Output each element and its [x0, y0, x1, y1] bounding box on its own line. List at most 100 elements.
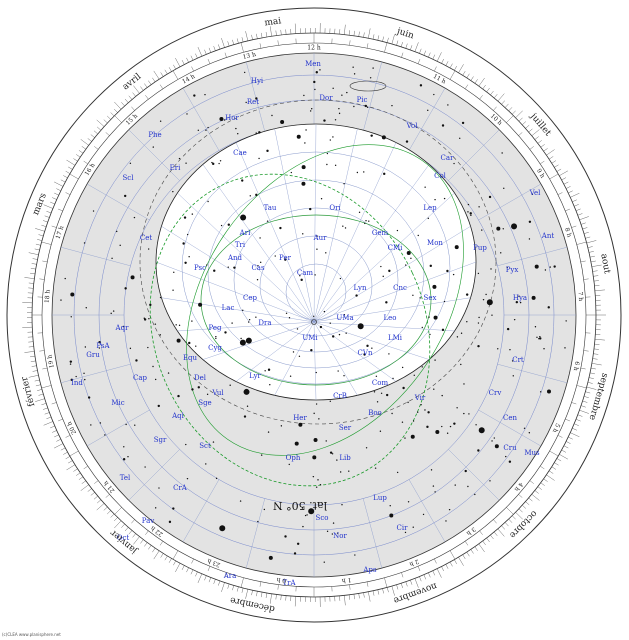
constellation-label: CrB	[333, 392, 347, 400]
latitude-label: lat. 50° N	[273, 499, 327, 512]
constellation-label: Psc	[194, 264, 206, 272]
constellation-label: Car	[441, 154, 455, 162]
stars	[60, 66, 567, 563]
constellation-label: Hya	[513, 294, 527, 302]
constellation-label: Men	[305, 60, 321, 68]
constellation-label: And	[227, 254, 243, 262]
constellation-label: Ori	[329, 204, 341, 212]
constellation-label: Equ	[183, 354, 198, 362]
constellation-label: Lac	[222, 304, 235, 312]
hour-label: 1 h	[341, 576, 352, 584]
constellation-label: Ari	[239, 229, 251, 237]
constellation-label: Oct	[117, 534, 130, 542]
galactic-line	[186, 144, 464, 456]
hour-label: 5 h	[551, 422, 561, 434]
constellation-label: Cet	[140, 234, 152, 242]
constellation-label: Cen	[503, 414, 517, 422]
constellation-label: Lib	[339, 454, 351, 462]
constellation-label: Mic	[111, 399, 124, 407]
constellation-label: Lyr	[249, 372, 261, 380]
constellation-label: Peg	[208, 324, 222, 332]
constellation-label: Aqr	[115, 324, 130, 332]
constellation-label: Her	[293, 414, 307, 422]
constellation-label: Eri	[170, 164, 181, 172]
hour-label: 18 h	[44, 289, 52, 303]
scale-ticks	[22, 23, 606, 607]
coordinate-grid	[52, 53, 576, 577]
constellation-label: Tau	[264, 204, 277, 212]
constellation-label: Cnc	[393, 284, 407, 292]
horizon-dashed	[139, 99, 497, 425]
constellation-label: Cae	[233, 149, 247, 157]
constellation-label: CrA	[173, 484, 188, 492]
constellation-label: Aur	[313, 234, 328, 242]
constellation-label: PsA	[96, 342, 110, 350]
constellation-label: Col	[434, 172, 447, 180]
constellation-label: Nor	[333, 532, 347, 540]
constellation-label: Lep	[423, 204, 437, 212]
constellation-labels: Men Hyi Dor Ret Pic Hor Vol Phe Car Eri Col Cae Scl V…	[71, 60, 554, 587]
horizon-window	[155, 123, 477, 401]
hour-label: 17 h	[55, 225, 66, 240]
constellation-label: Cir	[397, 524, 409, 532]
constellation-label: LMi	[388, 334, 403, 342]
constellation-label: Cyg	[208, 344, 222, 352]
ecliptic-line	[149, 173, 431, 487]
constellation-label: UMi	[302, 334, 318, 342]
constellation-label: Aql	[171, 412, 185, 420]
constellation-label: Ara	[223, 572, 237, 580]
constellation-label: Dra	[258, 319, 271, 327]
magellanic-cloud	[349, 80, 387, 92]
constellation-label: Vel	[529, 189, 542, 197]
constellation-label: Mon	[427, 239, 443, 247]
constellation-label: Leo	[383, 314, 396, 322]
constellation-label: Ant	[541, 232, 555, 240]
constellation-label: Vol	[406, 122, 419, 130]
copyright-footer: (c)CLEA www.planisphere.net	[2, 632, 61, 637]
constellation-label: Gru	[86, 351, 100, 359]
constellation-label: Cep	[243, 294, 257, 302]
constellation-label: Sct	[199, 442, 211, 450]
hour-label: 4 h	[513, 481, 525, 493]
constellation-label: Cap	[133, 374, 148, 382]
constellation-label: Ret	[247, 98, 259, 106]
month-label: aout	[598, 253, 611, 275]
constellation-label: Phe	[148, 131, 161, 139]
constellation-label: Lyn	[354, 284, 367, 292]
hour-label: 7 h	[577, 291, 585, 301]
constellation-label: Sex	[424, 294, 437, 302]
month-label: mai	[264, 16, 282, 28]
constellation-label: Tel	[120, 474, 131, 482]
constellation-label: Ser	[339, 424, 352, 432]
constellation-label: Cru	[503, 444, 517, 452]
hour-label: 12 h	[307, 45, 321, 52]
constellation-label: Pic	[357, 96, 368, 104]
pole-marker	[311, 319, 317, 325]
constellation-label: Hyi	[251, 77, 264, 85]
constellation-label: Crt	[512, 356, 524, 364]
hour-label: 19 h	[46, 354, 55, 369]
constellation-label: Per	[279, 254, 292, 262]
constellation-label: Pyx	[506, 266, 519, 274]
constellation-label: Cas	[251, 264, 265, 272]
hour-label: 6 h	[572, 361, 581, 372]
constellation-label: CVn	[358, 349, 373, 357]
constellation-label: Del	[194, 374, 207, 382]
constellation-label: Hor	[225, 114, 239, 122]
hour-label: 23 h	[206, 557, 221, 569]
constellation-label: Lup	[373, 494, 387, 502]
constellation-label: Tri	[235, 241, 246, 249]
constellation-label: Sge	[198, 399, 211, 407]
constellation-label: CMi	[388, 244, 404, 252]
constellation-label: Crv	[489, 389, 502, 397]
constellation-label: Sgr	[154, 436, 167, 444]
hour-labels: 12 h13 h14 h15 h16 h17 h18 h19 h20 h21 h…	[44, 45, 584, 585]
constellation-label: TrA	[282, 579, 296, 587]
constellation-label: UMa	[336, 314, 353, 322]
constellation-label: Cam	[297, 269, 314, 277]
constellation-label: Aps	[362, 566, 377, 574]
constellation-label: Gem	[372, 229, 389, 237]
hour-label: 13 h	[242, 51, 257, 61]
constellation-label: Vul	[211, 389, 224, 397]
